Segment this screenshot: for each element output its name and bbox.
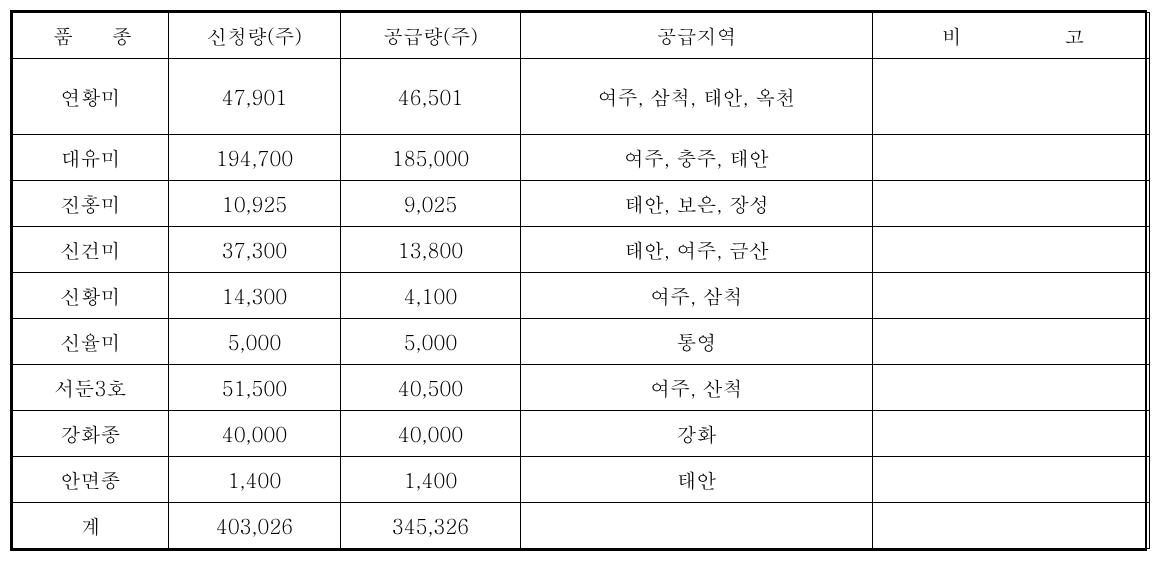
- cell-request: 403,026: [169, 503, 341, 549]
- cell-remark: [873, 273, 1150, 319]
- cell-supply: 9,025: [341, 181, 521, 227]
- cell-request: 14,300: [169, 273, 341, 319]
- cell-region: 통영: [521, 319, 873, 365]
- cell-supply: 13,800: [341, 227, 521, 273]
- header-col-region: 공급지역: [521, 13, 873, 59]
- cell-remark: [873, 503, 1150, 549]
- cell-request: 47,901: [169, 59, 341, 135]
- cell-supply: 4,100: [341, 273, 521, 319]
- cell-remark: [873, 135, 1150, 181]
- cell-variety: 강화종: [13, 411, 169, 457]
- table-row: 안면종 1,400 1,400 태안: [13, 457, 1150, 503]
- table-body: 연황미 47,901 46,501 여주, 삼척, 태안, 옥천 대유미 194…: [13, 59, 1150, 549]
- cell-region: [521, 503, 873, 549]
- cell-remark: [873, 411, 1150, 457]
- cell-request: 194,700: [169, 135, 341, 181]
- cell-variety: 신율미: [13, 319, 169, 365]
- table-row: 신건미 37,300 13,800 태안, 여주, 금산: [13, 227, 1150, 273]
- table-header: 품 종 신청량(주) 공급량(주) 공급지역 비 고: [13, 13, 1150, 59]
- cell-supply: 40,000: [341, 411, 521, 457]
- cell-supply: 345,326: [341, 503, 521, 549]
- cell-remark: [873, 227, 1150, 273]
- cell-variety: 서둔3호: [13, 365, 169, 411]
- cell-region: 태안, 여주, 금산: [521, 227, 873, 273]
- cell-supply: 185,000: [341, 135, 521, 181]
- header-row: 품 종 신청량(주) 공급량(주) 공급지역 비 고: [13, 13, 1150, 59]
- cell-request: 10,925: [169, 181, 341, 227]
- cell-variety: 진홍미: [13, 181, 169, 227]
- cell-variety: 대유미: [13, 135, 169, 181]
- table-row: 대유미 194,700 185,000 여주, 충주, 태안: [13, 135, 1150, 181]
- cell-variety: 계: [13, 503, 169, 549]
- cell-variety: 안면종: [13, 457, 169, 503]
- cell-supply: 46,501: [341, 59, 521, 135]
- cell-request: 51,500: [169, 365, 341, 411]
- cell-remark: [873, 457, 1150, 503]
- cell-supply: 1,400: [341, 457, 521, 503]
- cell-remark: [873, 319, 1150, 365]
- cell-remark: [873, 365, 1150, 411]
- header-col-request: 신청량(주): [169, 13, 341, 59]
- table-row: 진홍미 10,925 9,025 태안, 보은, 장성: [13, 181, 1150, 227]
- cell-region: 여주, 삼척: [521, 273, 873, 319]
- cell-remark: [873, 181, 1150, 227]
- table-row: 서둔3호 51,500 40,500 여주, 산척: [13, 365, 1150, 411]
- cell-region: 여주, 삼척, 태안, 옥천: [521, 59, 873, 135]
- cell-variety: 연황미: [13, 59, 169, 135]
- table-row-total: 계 403,026 345,326: [13, 503, 1150, 549]
- header-label: 품 종: [33, 21, 148, 50]
- header-col-variety: 품 종: [13, 13, 169, 59]
- cell-supply: 5,000: [341, 319, 521, 365]
- cell-request: 5,000: [169, 319, 341, 365]
- cell-region: 여주, 산척: [521, 365, 873, 411]
- cell-region: 강화: [521, 411, 873, 457]
- table-row: 신황미 14,300 4,100 여주, 삼척: [13, 273, 1150, 319]
- cell-region: 태안, 보은, 장성: [521, 181, 873, 227]
- header-col-supply: 공급량(주): [341, 13, 521, 59]
- header-label: 비 고: [890, 21, 1133, 50]
- cell-remark: [873, 59, 1150, 135]
- header-col-remark: 비 고: [873, 13, 1150, 59]
- cell-request: 37,300: [169, 227, 341, 273]
- table-row: 신율미 5,000 5,000 통영: [13, 319, 1150, 365]
- cell-variety: 신건미: [13, 227, 169, 273]
- cell-request: 40,000: [169, 411, 341, 457]
- data-table-container: 품 종 신청량(주) 공급량(주) 공급지역 비 고 연황미 47,901 46…: [10, 10, 1147, 551]
- cell-region: 태안: [521, 457, 873, 503]
- cell-supply: 40,500: [341, 365, 521, 411]
- cell-region: 여주, 충주, 태안: [521, 135, 873, 181]
- cell-request: 1,400: [169, 457, 341, 503]
- table-row: 연황미 47,901 46,501 여주, 삼척, 태안, 옥천: [13, 59, 1150, 135]
- data-table: 품 종 신청량(주) 공급량(주) 공급지역 비 고 연황미 47,901 46…: [12, 12, 1150, 549]
- table-row: 강화종 40,000 40,000 강화: [13, 411, 1150, 457]
- cell-variety: 신황미: [13, 273, 169, 319]
